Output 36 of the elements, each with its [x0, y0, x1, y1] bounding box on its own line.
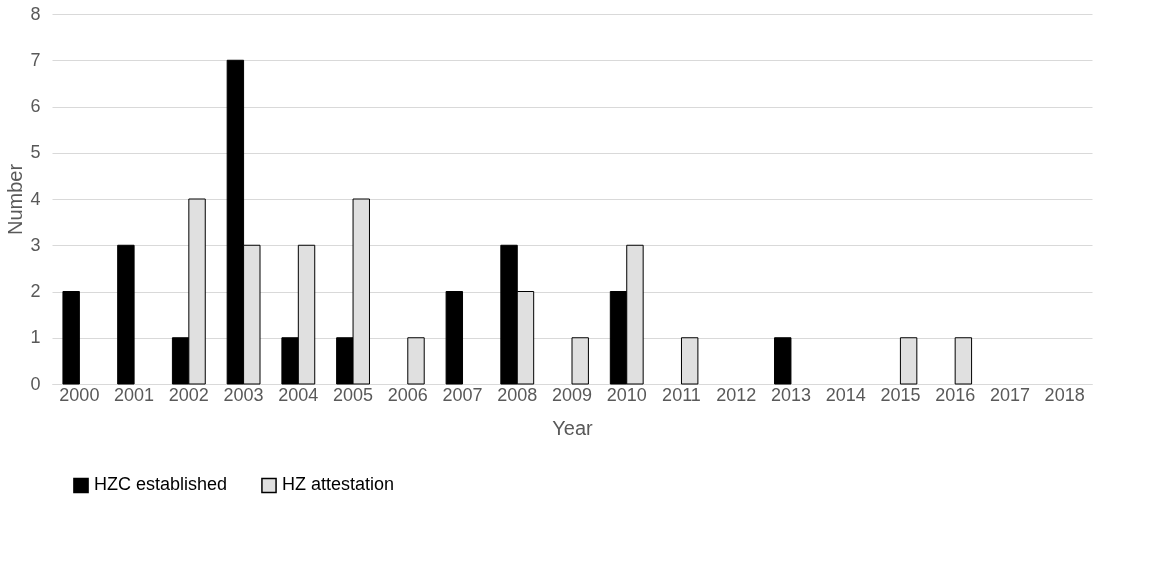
x-tick-label: 2014: [825, 384, 866, 405]
y-tick-label: 5: [30, 142, 41, 163]
x-tick-label: 2002: [168, 384, 209, 405]
y-tick-label: 8: [30, 3, 41, 24]
y-tick-label: 0: [30, 373, 41, 394]
x-tick-label: 2016: [935, 384, 976, 405]
x-tick-label: 2006: [387, 384, 428, 405]
legend-label: HZ attestation: [282, 474, 395, 495]
x-tick-label: 2015: [880, 384, 921, 405]
x-tick-label: 2003: [223, 384, 264, 405]
x-tick-label: 2018: [1044, 384, 1085, 405]
y-tick-label: 3: [30, 234, 41, 255]
x-tick-label: 2017: [989, 384, 1030, 405]
x-tick-label: 2013: [770, 384, 811, 405]
x-tick-label: 2007: [442, 384, 483, 405]
y-tick-label: 4: [30, 188, 41, 209]
x-tick-label: 2011: [662, 384, 701, 405]
y-tick-label: 1: [30, 327, 41, 348]
bar: [117, 244, 135, 385]
legend-label: HZC established: [94, 474, 228, 495]
bar: [774, 337, 792, 385]
x-tick-label: 2001: [114, 384, 155, 405]
y-tick-label: 6: [30, 96, 41, 116]
x-axis-title: Year: [552, 416, 594, 439]
y-tick-label: 2: [30, 281, 41, 301]
x-tick-label: 2012: [716, 384, 757, 405]
x-tick-label: 2004: [278, 384, 319, 405]
x-tick-label: 2000: [59, 384, 100, 405]
bar: [62, 291, 80, 385]
y-axis-title: Number: [4, 163, 27, 236]
x-tick-label: 2009: [551, 384, 593, 405]
y-tick-label: 7: [30, 49, 41, 70]
x-tick-label: 2010: [606, 384, 647, 405]
x-tick-label: 2008: [497, 384, 538, 405]
x-tick-label: 2005: [333, 384, 374, 405]
bar: [445, 291, 464, 385]
